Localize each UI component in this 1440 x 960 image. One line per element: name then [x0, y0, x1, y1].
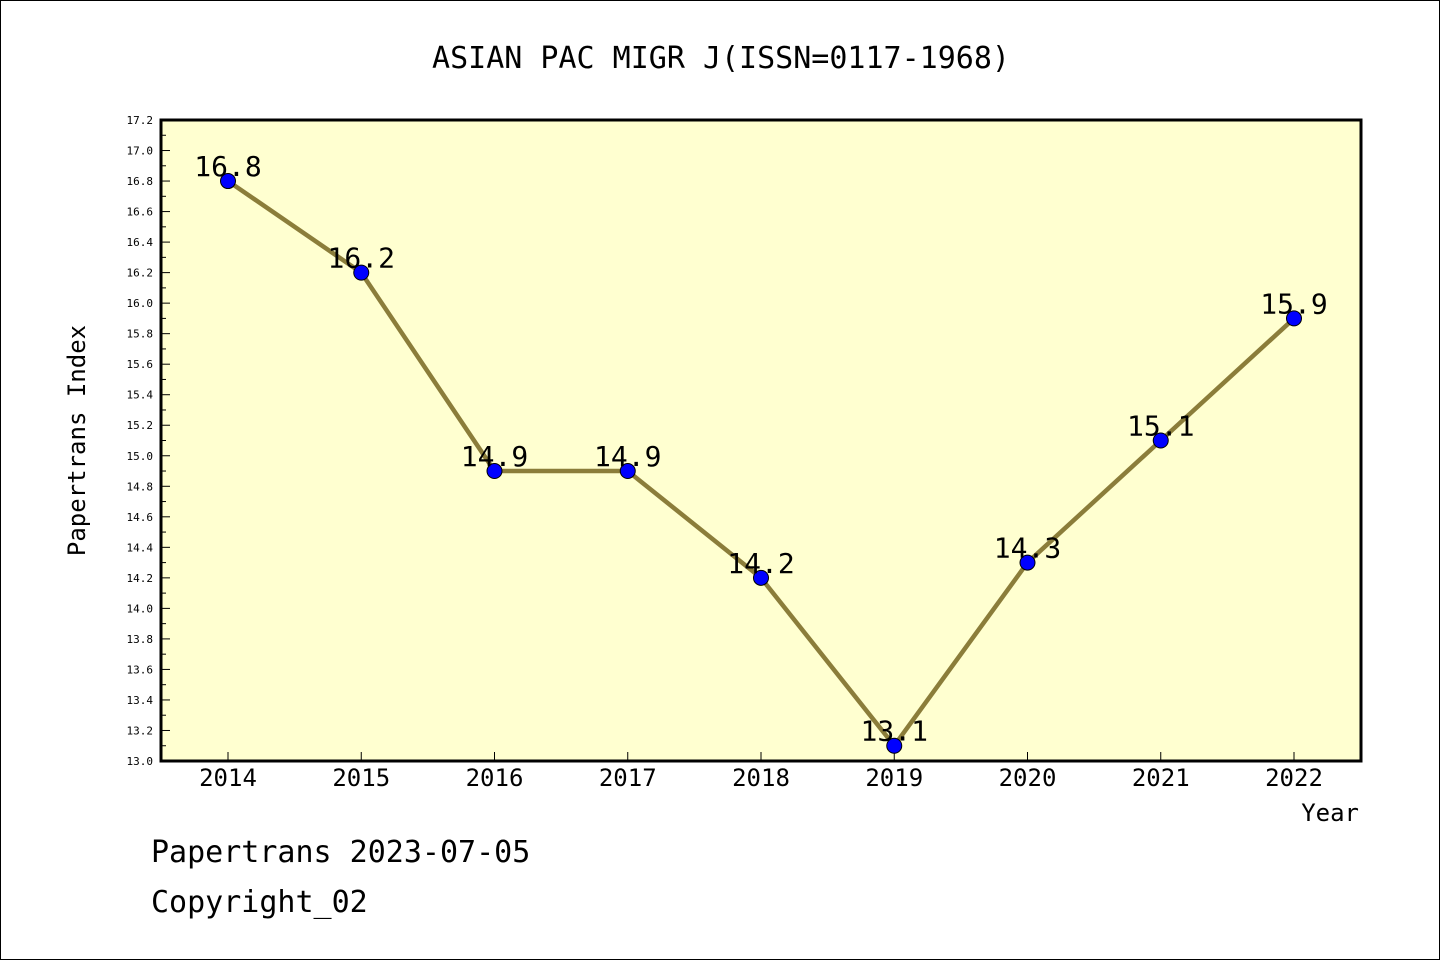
y-axis-label: Papertrans Index	[63, 325, 91, 556]
data-label: 14.2	[727, 547, 794, 580]
x-tick-label: 2021	[1132, 764, 1190, 792]
y-tick-label: 16.0	[127, 297, 154, 310]
data-point	[486, 463, 503, 480]
data-point	[1019, 554, 1036, 571]
y-tick-label: 16.8	[127, 175, 154, 188]
y-tick-label: 15.4	[127, 389, 154, 402]
data-point	[619, 463, 636, 480]
data-label: 14.3	[994, 532, 1061, 565]
x-tick-label: 2017	[599, 764, 657, 792]
y-tick-label: 13.0	[127, 755, 154, 768]
y-tick-label: 17.0	[127, 145, 154, 158]
data-label: 16.8	[194, 150, 261, 183]
data-label: 15.1	[1127, 410, 1194, 443]
data-label: 13.1	[861, 715, 928, 748]
data-point	[220, 173, 236, 190]
x-tick-label: 2022	[1265, 764, 1323, 792]
data-label: 15.9	[1260, 287, 1327, 320]
data-label: 14.9	[461, 440, 528, 473]
y-tick-label: 13.6	[127, 663, 154, 676]
y-tick-label: 15.2	[127, 419, 154, 432]
x-axis-label: Year	[1301, 799, 1359, 827]
data-label: 16.2	[328, 242, 395, 275]
x-tick-label: 2015	[332, 764, 390, 792]
x-tick-label: 2014	[199, 764, 257, 792]
y-tick-label: 16.4	[127, 236, 154, 249]
data-point	[753, 569, 769, 586]
y-tick-label: 15.0	[127, 450, 154, 463]
data-point	[886, 737, 903, 754]
y-tick-label: 15.6	[127, 358, 154, 371]
x-tick-label: 2016	[466, 764, 524, 792]
y-tick-label: 16.2	[127, 267, 154, 280]
y-tick-label: 14.2	[127, 572, 154, 585]
y-tick-label: 17.2	[127, 114, 154, 127]
x-tick-label: 2018	[732, 764, 790, 792]
x-tick-label: 2019	[865, 764, 923, 792]
y-tick-label: 14.0	[127, 602, 154, 615]
y-tick-label: 15.8	[127, 328, 154, 341]
x-tick-label: 2020	[999, 764, 1057, 792]
y-tick-label: 16.6	[127, 206, 154, 219]
chart-title: ASIAN PAC MIGR J(ISSN=0117-1968)	[432, 41, 1010, 76]
y-tick-label: 14.4	[127, 541, 154, 554]
data-point	[1152, 432, 1169, 449]
footer-copyright: Copyright_02	[151, 885, 368, 920]
data-label: 14.9	[594, 440, 661, 473]
y-tick-label: 13.2	[127, 724, 154, 737]
data-point	[1286, 310, 1302, 327]
y-tick-label: 14.8	[127, 480, 154, 493]
y-tick-label: 13.4	[127, 694, 154, 707]
y-tick-label: 13.8	[127, 633, 154, 646]
footer-date: Papertrans 2023-07-05	[151, 835, 531, 870]
y-tick-label: 14.6	[127, 511, 154, 524]
data-point	[353, 264, 370, 281]
